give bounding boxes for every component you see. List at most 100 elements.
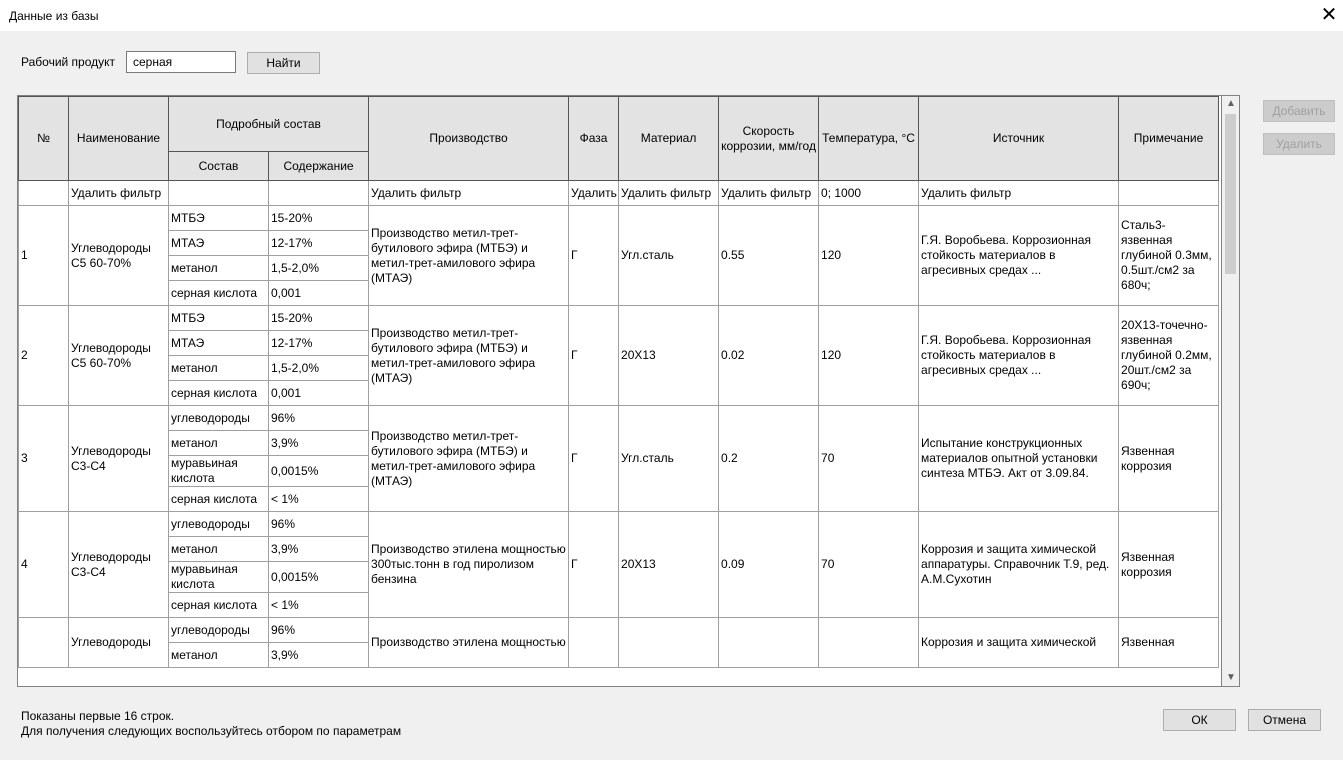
scroll-down[interactable]: ▼ <box>1226 672 1236 683</box>
name-cell: Углеводороды С5 60-70% <box>68 305 169 406</box>
production-cell: Производство метил-трет-бутилового эфира… <box>368 405 570 512</box>
source-cell: Г.Я. Воробьева. Коррозионная стойкость м… <box>918 205 1120 306</box>
content-cell: 96% <box>267 617 370 643</box>
filter-row: Удалить фильтр Удалить фильтр Удалить Удали… <box>18 180 1220 206</box>
filter-cell: Удалить фильтр <box>618 180 720 206</box>
scrollbar[interactable]: ▲ ▼ <box>1222 95 1240 687</box>
content-cell: < 1% <box>267 486 370 512</box>
content-cell: 12-17% <box>267 330 370 356</box>
filter-cell: Удалить фильтр <box>368 180 570 206</box>
component-cell: муравьиная кислота <box>168 455 269 487</box>
header-cell[interactable]: № <box>18 96 69 181</box>
data-row: 4 Углеводороды С3-С4 углеводороды 96% Произв… <box>18 511 1220 618</box>
header-cell[interactable]: Содержание <box>267 151 370 181</box>
data-row: МТАЭ 12-17% <box>19 230 1219 256</box>
data-row: серная кислота 0,001 <box>19 380 1219 406</box>
production-cell: Производство метил-трет-бутилового эфира… <box>368 305 570 406</box>
temperature-cell <box>818 617 920 668</box>
header-cell[interactable]: Фаза <box>568 96 620 181</box>
component-cell: серная кислота <box>168 380 269 406</box>
name-cell: Углеводороды С3-С4 <box>68 405 169 512</box>
data-row: серная кислота 0,001 <box>19 280 1219 306</box>
temperature-cell: 70 <box>818 405 920 512</box>
data-row: метанол 3,9% <box>19 430 1219 456</box>
phase-cell <box>568 617 620 668</box>
phase-cell: Г <box>568 511 620 618</box>
search-label: Рабочий продукт <box>21 55 116 69</box>
filter-cell: Удалить фильтр <box>68 180 169 206</box>
phase-cell: Г <box>568 305 620 406</box>
info-line: Для получения следующих воспользуйтесь о… <box>21 724 402 738</box>
material-cell <box>618 617 720 668</box>
component-cell: МТАЭ <box>168 230 269 256</box>
component-cell: метанол <box>168 642 269 668</box>
ok-button[interactable]: ОК <box>1163 709 1236 731</box>
scroll-up[interactable]: ▲ <box>1226 98 1236 109</box>
temperature-cell: 70 <box>818 511 920 618</box>
component-cell: муравьиная кислота <box>168 561 269 593</box>
content-cell: 3,9% <box>267 430 370 456</box>
note-cell: Сталь3- язвенная глубиной 0.3мм, 0.5шт./… <box>1118 205 1220 306</box>
header-cell[interactable]: Скорость коррозии, мм/год <box>718 96 820 181</box>
content-cell: 0,001 <box>267 280 370 306</box>
component-cell: МТБЭ <box>168 205 269 231</box>
filter-cell: Удалить фильтр <box>918 180 1120 206</box>
header-cell[interactable]: Наименование <box>68 96 169 181</box>
rate-cell: 0.09 <box>718 511 820 618</box>
filter-cell <box>168 180 269 206</box>
number-cell: 3 <box>18 405 69 512</box>
header-cell[interactable]: Температура, °C <box>818 96 920 181</box>
data-row: метанол 3,9% <box>19 642 1219 668</box>
header-cell[interactable]: Материал <box>618 96 720 181</box>
header-cell[interactable]: Источник <box>918 96 1120 181</box>
component-cell: метанол <box>168 255 269 281</box>
data-row: муравьиная кислота 0,0015% <box>19 455 1219 487</box>
component-cell: серная кислота <box>168 280 269 306</box>
header-cell[interactable]: Производство <box>368 96 570 181</box>
component-cell: метанол <box>168 355 269 381</box>
note-cell: Язвенная коррозия <box>1118 405 1220 512</box>
content-cell: 1,5-2,0% <box>267 355 370 381</box>
content-cell: 3,9% <box>267 642 370 668</box>
close-button[interactable]: ✕ <box>1320 4 1338 26</box>
filter-cell <box>1118 180 1220 206</box>
delete-button[interactable]: Удалить <box>1263 133 1335 155</box>
add-button[interactable]: Добавить <box>1263 100 1335 122</box>
scroll-thumb[interactable] <box>1225 114 1236 274</box>
content-cell: 15-20% <box>267 305 370 331</box>
find-button[interactable]: Найти <box>247 52 320 74</box>
header-cell[interactable]: Примечание <box>1118 96 1220 181</box>
rate-cell: 0.55 <box>718 205 820 306</box>
footer-info: Показаны первые 16 строк. Для получения … <box>21 709 401 739</box>
component-cell: углеводороды <box>168 511 269 537</box>
component-cell: углеводороды <box>168 405 269 431</box>
window-title: Данные из базы <box>9 9 99 23</box>
component-cell: углеводороды <box>168 617 269 643</box>
number-cell <box>18 617 69 668</box>
filter-cell: 0; 1000 <box>818 180 920 206</box>
content-cell: < 1% <box>267 592 370 618</box>
rate-cell <box>718 617 820 668</box>
header-cell[interactable]: Состав <box>168 151 269 181</box>
search-input[interactable]: серная <box>126 51 236 73</box>
data-row: Углеводороды углеводороды 96% Производство … <box>18 617 1220 668</box>
table-body: Удалить фильтр Удалить фильтр Удалить Удали… <box>18 180 1220 668</box>
content-cell: 96% <box>267 405 370 431</box>
number-cell: 4 <box>18 511 69 618</box>
phase-cell: Г <box>568 405 620 512</box>
production-cell: Производство этилена мощностью <box>368 617 570 668</box>
note-cell: Язвенная коррозия <box>1118 511 1220 618</box>
data-row: метанол 3,9% <box>19 536 1219 562</box>
rate-cell: 0.02 <box>718 305 820 406</box>
source-cell: Коррозия и защита химической <box>918 617 1120 668</box>
data-row: метанол 1,5-2,0% <box>19 255 1219 281</box>
cancel-button[interactable]: Отмена <box>1248 709 1321 731</box>
production-cell: Производство этилена мощностью 300тыс.то… <box>368 511 570 618</box>
source-cell: Г.Я. Воробьева. Коррозионная стойкость м… <box>918 305 1120 406</box>
content-cell: 12-17% <box>267 230 370 256</box>
content-cell: 15-20% <box>267 205 370 231</box>
table: № Наименование Подробный состав Производ… <box>18 96 1220 668</box>
component-cell: МТАЭ <box>168 330 269 356</box>
filter-cell <box>267 180 370 206</box>
